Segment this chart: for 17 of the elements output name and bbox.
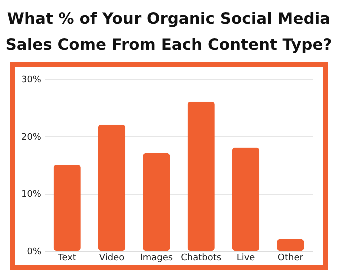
bar: [98, 124, 126, 251]
y-tick-label: 20%: [21, 132, 42, 143]
x-tick-label: Text: [57, 254, 77, 264]
bar: [143, 154, 170, 251]
x-tick-label: Other: [278, 254, 304, 264]
chart-title: What % of Your Organic Social Media Sales Come From Each Content Type?: [4, 9, 334, 56]
y-tick-label: 30%: [21, 76, 42, 86]
x-tick-label: Images: [140, 254, 174, 264]
x-tick-label: Chatbots: [181, 254, 222, 264]
bar: [188, 102, 215, 251]
bar: [54, 165, 81, 251]
bar: [277, 240, 304, 251]
y-tick-label: 0%: [27, 248, 42, 258]
y-tick-label: 10%: [21, 190, 42, 200]
bar: [232, 148, 260, 251]
x-tick-label: Live: [236, 254, 256, 264]
x-tick-label: Video: [99, 254, 126, 264]
